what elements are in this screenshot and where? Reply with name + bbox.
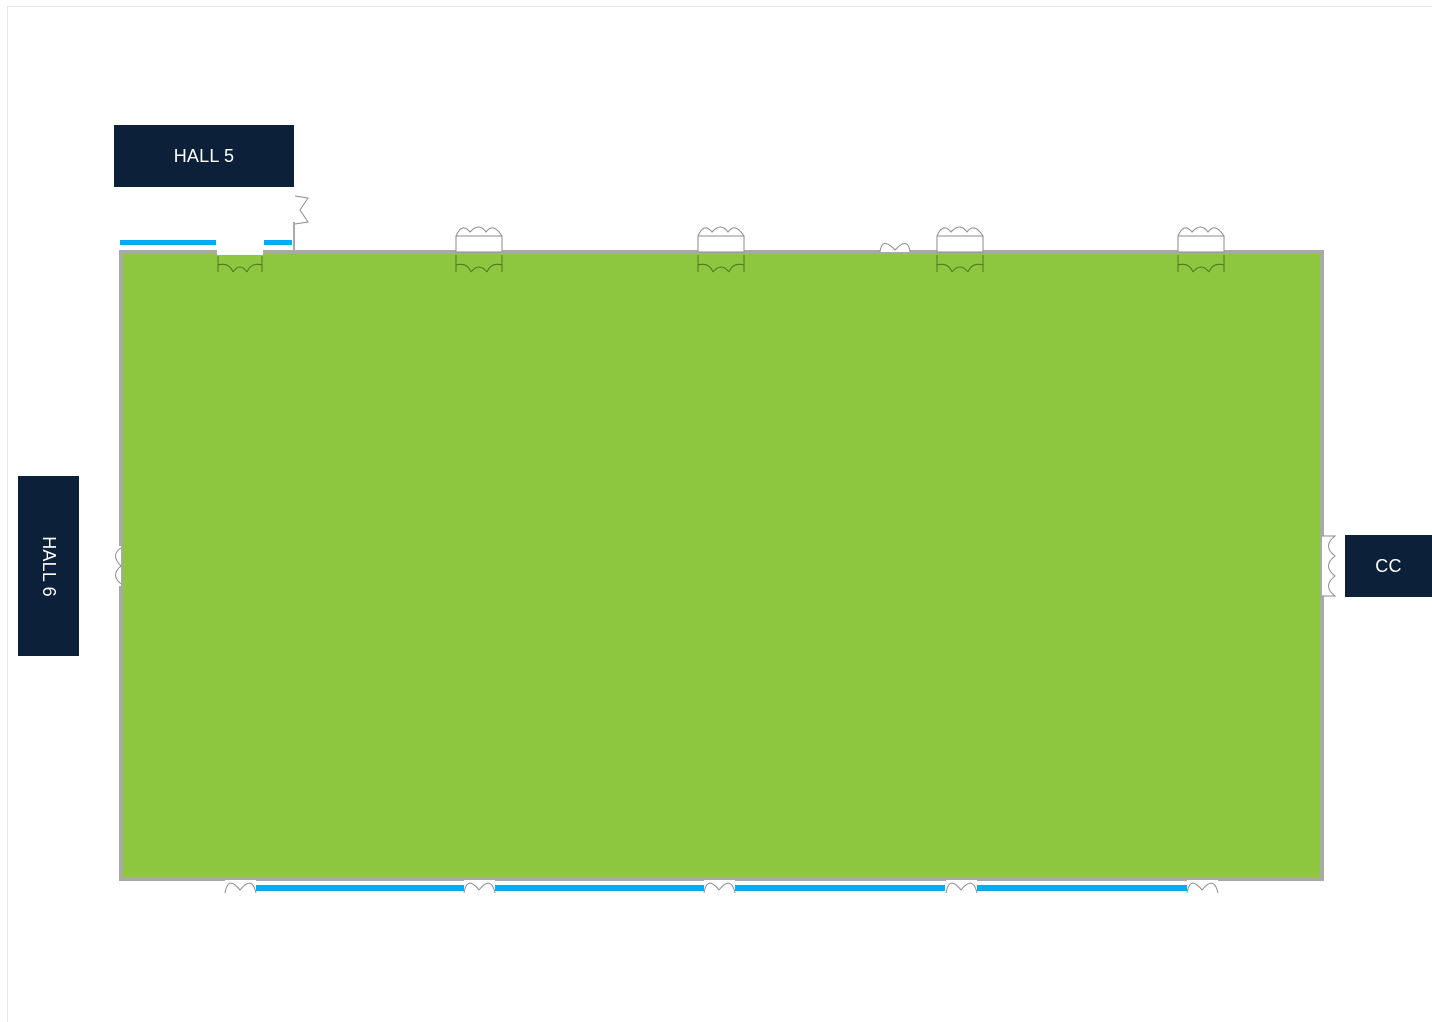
door-right-cc[interactable] (1322, 535, 1337, 597)
door-bottom-5[interactable] (1186, 880, 1219, 894)
door-corridor-hall5[interactable] (294, 195, 309, 225)
door-cluster-top-2[interactable] (455, 226, 503, 273)
glazing-strip-bottom-1 (256, 885, 466, 891)
door-cluster-top-1[interactable] (217, 256, 263, 273)
hall5-entrance-gap (217, 238, 263, 255)
door-cluster-top-5[interactable] (1177, 226, 1225, 273)
door-cluster-top-3[interactable] (697, 226, 745, 273)
glazing-strip-top-1 (120, 240, 216, 245)
glazing-strip-bottom-3 (735, 885, 945, 891)
door-bottom-4[interactable] (945, 880, 978, 894)
exhibition-hall-floor[interactable] (119, 250, 1324, 881)
cc-label[interactable]: CC (1345, 535, 1432, 597)
hall6-label[interactable]: HALL 6 (18, 476, 79, 656)
door-bottom-1[interactable] (224, 880, 257, 894)
door-bottom-3[interactable] (703, 880, 736, 894)
hall5-label[interactable]: HALL 5 (114, 125, 294, 187)
glazing-strip-top-2 (264, 240, 292, 245)
door-cluster-top-4[interactable] (936, 226, 984, 273)
hall6-label-text: HALL 6 (38, 535, 59, 597)
door-single-top[interactable] (879, 240, 911, 253)
door-bottom-2[interactable] (463, 880, 496, 894)
cc-label-text: CC (1375, 555, 1402, 576)
glazing-strip-bottom-4 (977, 885, 1187, 891)
glazing-strip-bottom-2 (495, 885, 705, 891)
hall5-label-text: HALL 5 (173, 145, 235, 166)
door-left-hall6[interactable] (113, 546, 122, 586)
map-frame (7, 6, 1432, 1022)
